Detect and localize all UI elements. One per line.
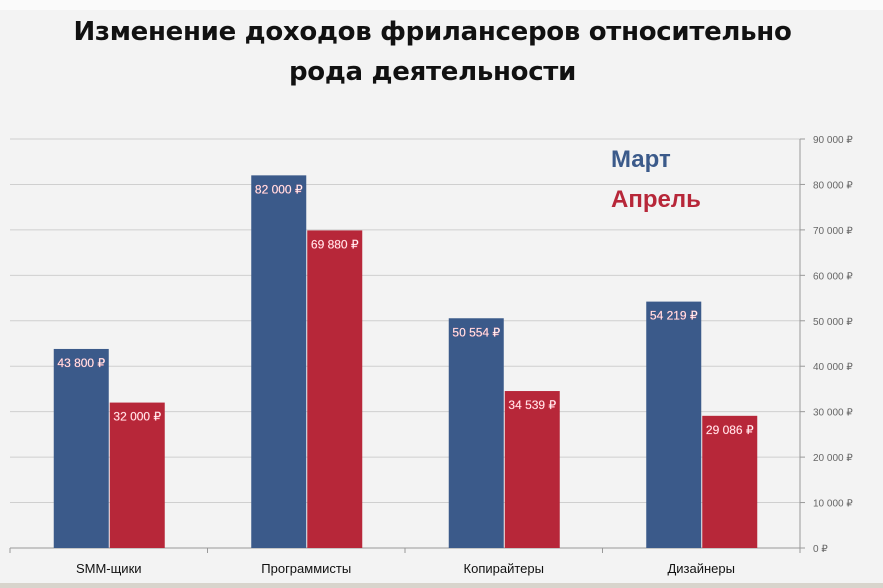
data-label: 54 219 ₽ bbox=[650, 309, 698, 323]
bar-april bbox=[307, 230, 363, 549]
x-tick-label: Дизайнеры bbox=[667, 561, 735, 576]
y-tick-label: 10 000 ₽ bbox=[813, 499, 853, 510]
chart-title-line2: рода деятельности bbox=[288, 57, 576, 87]
bar-march bbox=[251, 175, 307, 548]
y-tick-label: 70 000 ₽ bbox=[813, 226, 853, 237]
data-label: 50 554 ₽ bbox=[452, 325, 500, 339]
data-label: 69 880 ₽ bbox=[311, 237, 359, 251]
bar-march bbox=[53, 348, 109, 548]
chart-title-line1: Изменение доходов фрилансеров относитель… bbox=[73, 17, 792, 47]
y-tick-label: 0 ₽ bbox=[813, 544, 828, 555]
y-tick-label: 60 000 ₽ bbox=[813, 271, 853, 282]
data-label: 43 800 ₽ bbox=[57, 356, 105, 370]
data-label: 82 000 ₽ bbox=[255, 182, 303, 196]
y-tick-label: 80 000 ₽ bbox=[813, 180, 853, 191]
data-label: 29 086 ₽ bbox=[706, 423, 754, 437]
bar-march bbox=[448, 318, 504, 548]
y-tick-label: 30 000 ₽ bbox=[813, 408, 853, 419]
x-tick-label: SMM-щики bbox=[76, 561, 142, 576]
y-tick-label: 90 000 ₽ bbox=[813, 135, 853, 146]
bar-march bbox=[646, 301, 702, 548]
data-label: 32 000 ₽ bbox=[113, 410, 161, 424]
bar-april bbox=[109, 402, 165, 548]
bar-april bbox=[702, 415, 758, 548]
y-tick-label: 40 000 ₽ bbox=[813, 362, 853, 373]
legend-entry-april: Апрель bbox=[611, 186, 701, 213]
data-label: 34 539 ₽ bbox=[508, 398, 556, 412]
bar-april bbox=[504, 391, 560, 548]
y-tick-label: 20 000 ₽ bbox=[813, 453, 853, 464]
legend-entry-march: Март bbox=[611, 146, 671, 173]
top-edge bbox=[0, 0, 883, 10]
bottom-edge bbox=[0, 583, 883, 588]
y-tick-label: 50 000 ₽ bbox=[813, 317, 853, 328]
x-tick-label: Программисты bbox=[261, 561, 351, 576]
x-tick-label: Копирайтеры bbox=[464, 561, 544, 576]
chart-title: Изменение доходов фрилансеров относитель… bbox=[0, 12, 865, 92]
